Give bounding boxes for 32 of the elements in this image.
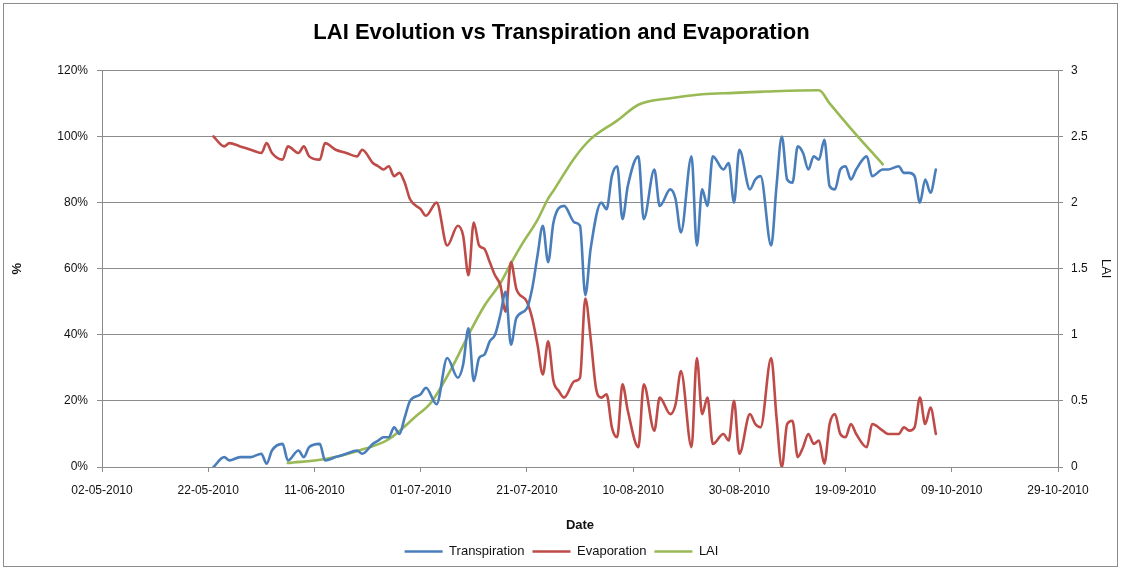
y-axis-title: % — [9, 262, 25, 275]
y-tick-label: 100% — [57, 128, 89, 143]
y-tick-label: 20% — [63, 393, 89, 408]
chart-title: LAI Evolution vs Transpiration and Evaporation — [313, 19, 810, 45]
x-tick-label: 01-07-2010 — [389, 482, 452, 497]
y2-tick-label: 2 — [1071, 194, 1078, 209]
legend-label: Evaporation — [577, 543, 647, 559]
x-tick-label: 21-07-2010 — [496, 482, 558, 497]
x-tick-label: 19-09-2010 — [814, 482, 877, 497]
y2-tick-label: 1 — [1071, 327, 1078, 342]
x-tick-label: 22-05-2010 — [177, 482, 240, 497]
x-axis-title: Date — [565, 516, 595, 532]
y2-tick-label: 2.5 — [1071, 128, 1089, 143]
y-tick-label: 120% — [57, 62, 89, 77]
y-tick-label: 40% — [63, 327, 89, 342]
y2-tick-label: 3 — [1071, 62, 1078, 77]
legend-label: Transpiration — [449, 543, 525, 559]
x-tick-label: 11-06-2010 — [284, 482, 346, 497]
x-tick-label: 30-08-2010 — [708, 482, 771, 497]
y-tick-label: 0% — [70, 459, 89, 474]
y-tick-label: 60% — [63, 261, 89, 276]
y2-axis-title: LAI — [1098, 258, 1114, 279]
x-tick-label: 10-08-2010 — [602, 482, 665, 497]
y-tick-label: 80% — [63, 194, 89, 209]
x-tick-label: 09-10-2010 — [921, 482, 983, 497]
y2-tick-label: 1.5 — [1071, 261, 1089, 276]
x-tick-label: 29-10-2010 — [1027, 482, 1090, 497]
line-series — [212, 135, 938, 467]
x-tick-label: 02-05-2010 — [71, 482, 134, 497]
y2-tick-label: 0.5 — [1071, 393, 1089, 408]
y2-tick-label: 0 — [1071, 459, 1078, 474]
legend-label: LAI — [698, 543, 719, 559]
